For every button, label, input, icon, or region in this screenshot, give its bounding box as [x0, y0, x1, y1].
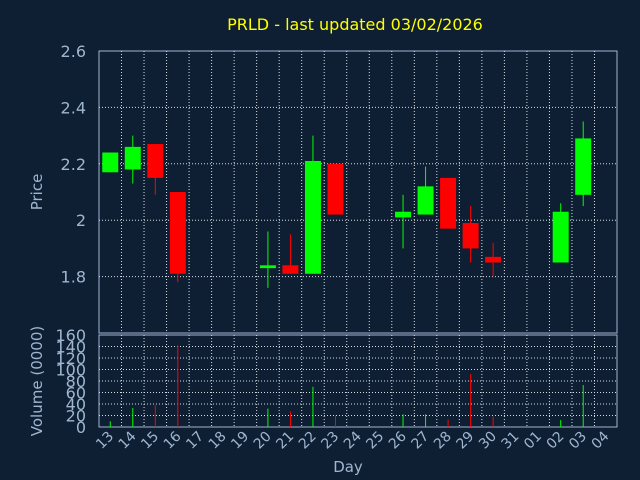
candle-body — [552, 211, 569, 263]
x-tick-labels: 1314151617181920212223242526272829303101… — [93, 428, 612, 452]
candle-body — [169, 192, 186, 274]
price-grid — [99, 51, 617, 333]
candle-body — [327, 163, 344, 215]
candle-body — [462, 223, 479, 249]
volume-bars — [109, 345, 584, 427]
price-tick-label: 1.8 — [61, 268, 86, 287]
candle-body — [282, 265, 299, 274]
volume-tick-label: 80 — [66, 372, 86, 391]
price-tick-label: 2.4 — [61, 98, 86, 117]
candle-body — [102, 152, 119, 173]
chart-title: PRLD - last updated 03/02/2026 — [227, 15, 483, 34]
price-candles — [102, 121, 592, 288]
price-tick-label: 2.2 — [61, 155, 86, 174]
volume-grid — [99, 335, 617, 427]
volume-tick-label: 120 — [55, 349, 86, 368]
candle-body — [575, 138, 592, 195]
x-axis-label: Day — [333, 458, 363, 476]
volume-tick-label: 0 — [76, 418, 86, 437]
price-tick-label: 2.6 — [61, 42, 86, 61]
candle-body — [124, 146, 141, 170]
price-y-ticks: 1.8 2 2.2 2.4 2.6 — [61, 42, 86, 287]
candle-body — [304, 160, 321, 274]
candle-body — [395, 211, 412, 218]
volume-tick-label: 20 — [66, 407, 86, 426]
candle-body — [485, 256, 502, 263]
volume-tick-label: 40 — [66, 395, 86, 414]
volume-tick-label: 140 — [55, 338, 86, 357]
volume-tick-label: 100 — [55, 361, 86, 380]
candle-body — [259, 265, 276, 269]
price-plot-frame — [98, 50, 618, 334]
candle-body — [147, 144, 164, 178]
volume-axis-label: Volume (0000) — [28, 326, 46, 436]
candle-body — [440, 177, 457, 229]
volume-tick-label: 60 — [66, 384, 86, 403]
volume-tick-label: 160 — [55, 326, 86, 345]
price-tick-label: 2 — [76, 211, 86, 230]
candle-body — [417, 186, 434, 215]
price-axis-label: Price — [28, 174, 46, 211]
